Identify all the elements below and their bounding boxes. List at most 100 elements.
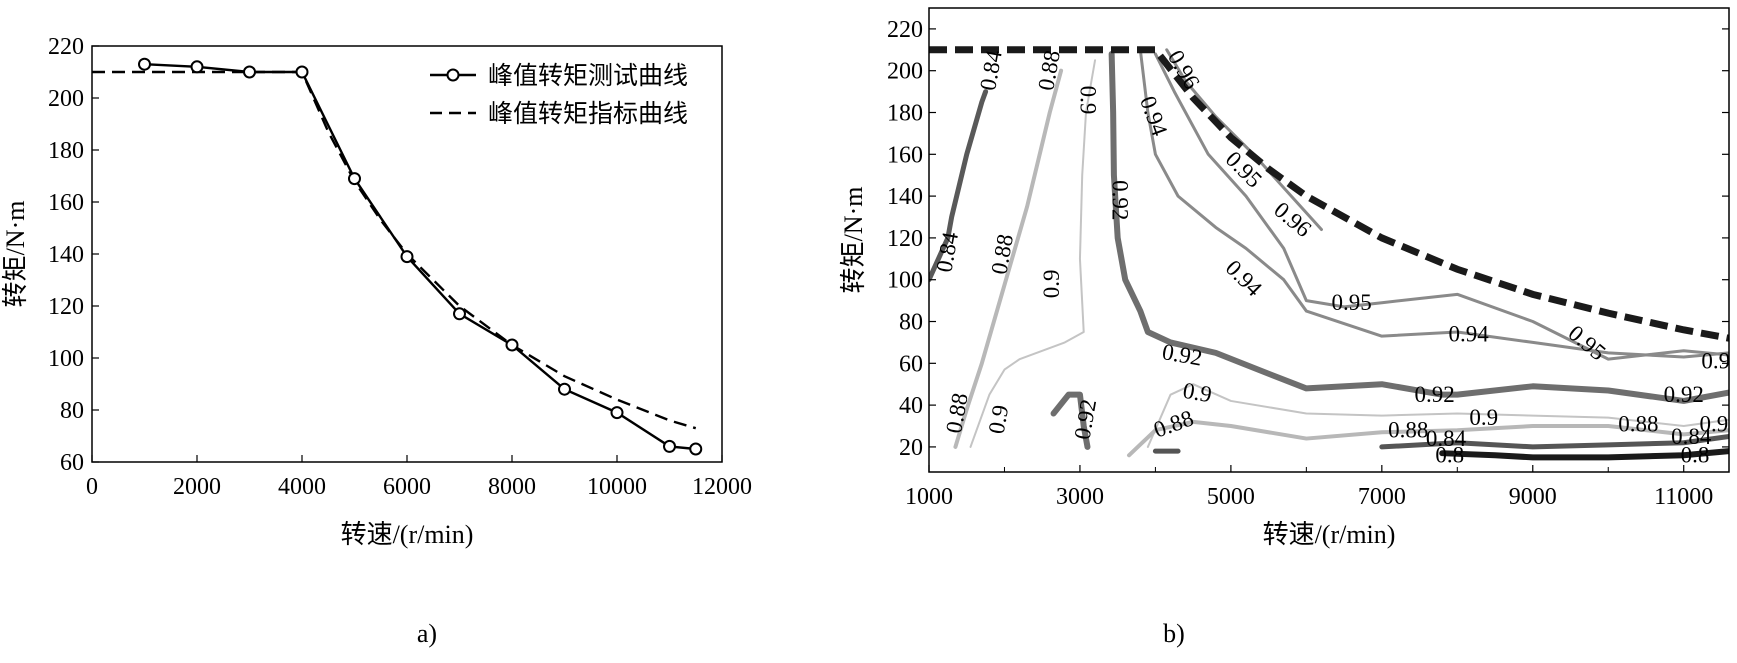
contour-line-0-92 [1108,50,1729,404]
y-axis-title: 转矩/N·m [839,187,868,294]
data-point [689,442,703,456]
contour-label: 0.95 [1221,146,1267,192]
chart-a: 0 2000 4000 6000 8000 10000 12000 60 80 100 120 140… [0,0,840,663]
x-tick-label: 4000 [278,474,326,500]
data-point [295,65,309,79]
y-axis-title: 转矩/N·m [1,201,30,308]
contour-line-0-95 [1153,52,1729,361]
data-point [453,307,466,321]
x-tick-label: 1000 [905,484,953,510]
contour-label: 0.88 [1618,411,1658,436]
contour-label: 0.88 [1033,48,1065,92]
contour-line-0-88 [1127,419,1729,458]
y-tick-label: 180 [48,138,84,164]
y-tick-label: 100 [887,268,923,294]
contour-label: 0.88 [941,391,973,435]
panel-label-a: a) [417,619,437,648]
contour-label: 0.9 [1181,378,1214,408]
plot-frame [928,7,1730,473]
data-point [505,338,519,352]
x-tick-label: 2000 [173,474,221,500]
x-tick-label: 0 [86,474,98,500]
y-tick-label: 220 [48,34,84,60]
x-axis-title: 转速/(r/min) [1263,520,1396,549]
x-tick-label: 11000 [1654,484,1713,510]
y-tick-label: 140 [48,242,84,268]
y-tick-label: 140 [887,184,923,210]
contour-label: 0.9 [1076,86,1101,115]
x-axis-title: 转速/(r/min) [341,520,474,549]
y-tick-label: 220 [887,17,923,43]
panel-label-b: b) [1163,619,1185,648]
data-point [558,382,571,396]
contour-label: 0.95 [1332,290,1372,315]
contour-line-0-9 [969,59,1097,448]
contour-label: 0.92 [1415,382,1455,407]
data-point [243,65,256,79]
legend-label-target: 峰值转矩指标曲线 [488,100,688,128]
x-tick-label: 3000 [1056,484,1104,510]
contour-label: 0.84 [1671,424,1712,449]
data-point [138,57,151,71]
chart-a-svg: 0 2000 4000 6000 8000 10000 12000 60 80 100 120 140… [1,34,752,648]
contour-label: 0.94 [1448,321,1489,346]
x-tick-label: 9000 [1509,484,1557,510]
y-tick-label: 40 [899,393,923,419]
contour-label: 0.8 [1435,443,1464,468]
legend-marker-measured [446,68,460,82]
x-tick-label: 8000 [488,474,536,500]
y-tick-label: 160 [48,190,84,216]
contour-line-0-9 [1146,383,1729,448]
series-target-line [92,70,697,430]
contour-label: 0.88 [986,232,1018,276]
x-tick-label: 6000 [383,474,431,500]
contour-label: 0.88 [1388,418,1428,443]
x-tick-label: 7000 [1358,484,1406,510]
contour-line-0-84 [1379,433,1729,450]
series-measured-line [144,63,696,451]
y-tick-label: 200 [887,59,923,85]
contour-label: 0.8 [1681,443,1710,468]
y-tick-label: 180 [887,101,923,127]
contour-label: 0.94 [1135,93,1172,140]
contour-label: 0.92 [1070,397,1102,441]
contour-line-0-8 [1439,448,1729,461]
contour-label: 0.9 [1039,270,1064,299]
contour-label: 0.9 [984,403,1014,436]
chart-b-svg: 0.84 0.880.90.960.940.920.950.960.84 0.880… [839,7,1737,648]
contour-line-0-88 [953,68,1064,449]
contour-label: 0.92 [1107,180,1132,220]
x-tick-label: 5000 [1207,484,1255,510]
data-point [190,60,204,74]
contour-label: 0.92 [1664,382,1704,407]
contour-line-0-94 [1138,48,1729,359]
data-point [400,250,414,264]
y-tick-label: 80 [899,310,923,336]
contour-label: 0.94 [1701,349,1737,374]
contour-label: 0.84 [1426,426,1467,451]
y-tick-label: 100 [48,346,84,372]
y-tick-label: 120 [887,226,923,252]
contour-label: 0.96 [1269,197,1316,242]
y-tick-label: 160 [887,142,923,168]
contour-line-0-84 [929,89,989,283]
data-point [663,439,676,453]
y-tick-label: 120 [48,294,84,320]
contour-line-0-96 [1165,48,1323,232]
contour-line-0-92 [1050,391,1091,450]
contour-label: 0.9 [1700,411,1729,436]
contour-label: 0.9 [1469,405,1498,430]
y-tick-label: 80 [60,398,84,424]
data-point [610,406,624,420]
legend-label-measured: 峰值转矩测试曲线 [488,62,688,90]
data-point [348,172,361,186]
y-tick-label: 20 [899,435,923,461]
x-tick-label: 10000 [587,474,647,500]
y-tick-label: 200 [48,86,84,112]
x-tick-label: 12000 [692,474,752,500]
contour-label: 0.92 [1160,339,1204,371]
contour-label: 0.88 [1150,405,1196,442]
y-tick-label: 60 [60,450,84,476]
contour-label: 0.84 [931,230,963,274]
contour-label: 0.95 [1564,320,1611,365]
